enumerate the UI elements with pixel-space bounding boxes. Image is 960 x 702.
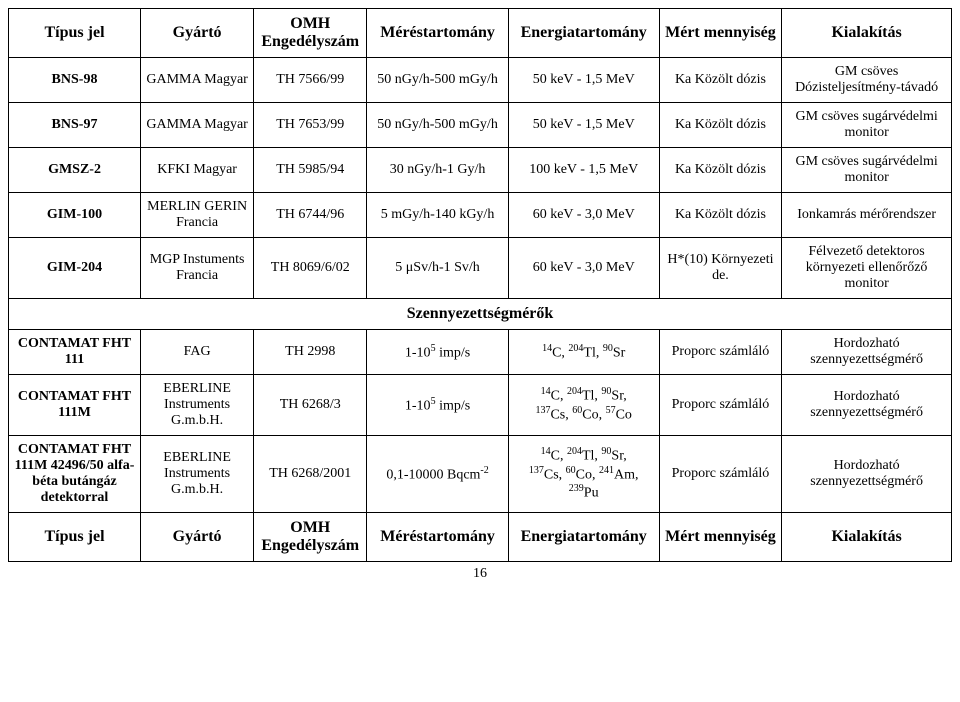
cell-qty: Ka Közölt dózis: [659, 193, 782, 238]
cell-range: 30 nGy/h-1 Gy/h: [367, 148, 508, 193]
cell-maker: EBERLINE Instruments G.m.b.H.: [141, 436, 254, 513]
cell-qty: Ka Közölt dózis: [659, 148, 782, 193]
table-row: BNS-97GAMMA MagyarTH 7653/9950 nGy/h-500…: [9, 103, 952, 148]
cell-type: BNS-98: [9, 58, 141, 103]
cell-range: 5 mGy/h-140 kGy/h: [367, 193, 508, 238]
th-maker-b: Gyártó: [141, 513, 254, 562]
cell-license: TH 6268/2001: [254, 436, 367, 513]
table-row: GIM-100MERLIN GERIN FranciaTH 6744/965 m…: [9, 193, 952, 238]
section-heading: Szennyezettségmérők: [9, 299, 952, 330]
th-maker: Gyártó: [141, 9, 254, 58]
cell-license: TH 6744/96: [254, 193, 367, 238]
cell-type: GIM-100: [9, 193, 141, 238]
data-table: Típus jel Gyártó OMH Engedélyszám Mérést…: [8, 8, 952, 562]
cell-type: CONTAMAT FHT 111: [9, 330, 141, 375]
cell-maker: FAG: [141, 330, 254, 375]
cell-qty: Proporc számláló: [659, 330, 782, 375]
cell-type: CONTAMAT FHT 111M: [9, 375, 141, 436]
cell-license: TH 7566/99: [254, 58, 367, 103]
cell-type: GMSZ-2: [9, 148, 141, 193]
cell-range: 1-105 imp/s: [367, 330, 508, 375]
cell-design: Hordozható szennyezettségmérő: [782, 436, 952, 513]
th-qty: Mért mennyiség: [659, 9, 782, 58]
th-design: Kialakítás: [782, 9, 952, 58]
cell-design: Hordozható szennyezettségmérő: [782, 330, 952, 375]
th-type: Típus jel: [9, 9, 141, 58]
cell-maker: MERLIN GERIN Francia: [141, 193, 254, 238]
cell-license: TH 2998: [254, 330, 367, 375]
cell-design: GM csöves Dózisteljesítmény-távadó: [782, 58, 952, 103]
th-license: OMH Engedélyszám: [254, 9, 367, 58]
cell-energy: 14C, 204Tl, 90Sr,137Cs, 60Co, 57Co: [508, 375, 659, 436]
th-energy-range-b: Energiatartomány: [508, 513, 659, 562]
table-row: CONTAMAT FHT 111FAGTH 29981-105 imp/s14C…: [9, 330, 952, 375]
cell-energy: 50 keV - 1,5 MeV: [508, 58, 659, 103]
cell-license: TH 7653/99: [254, 103, 367, 148]
cell-energy: 50 keV - 1,5 MeV: [508, 103, 659, 148]
cell-maker: MGP Instuments Francia: [141, 238, 254, 299]
table-row: BNS-98GAMMA MagyarTH 7566/9950 nGy/h-500…: [9, 58, 952, 103]
table-row: CONTAMAT FHT 111MEBERLINE Instruments G.…: [9, 375, 952, 436]
th-energy-range: Energiatartomány: [508, 9, 659, 58]
cell-qty: Ka Közölt dózis: [659, 58, 782, 103]
cell-license: TH 8069/6/02: [254, 238, 367, 299]
cell-design: Félvezető detektoros környezeti ellenőrő…: [782, 238, 952, 299]
table-body-section: CONTAMAT FHT 111FAGTH 29981-105 imp/s14C…: [9, 330, 952, 513]
cell-range: 50 nGy/h-500 mGy/h: [367, 103, 508, 148]
cell-qty: Proporc számláló: [659, 436, 782, 513]
cell-design: Ionkamrás mérőrendszer: [782, 193, 952, 238]
table-header-bottom: Típus jel Gyártó OMH Engedélyszám Mérést…: [9, 513, 952, 562]
cell-range: 5 μSv/h-1 Sv/h: [367, 238, 508, 299]
cell-maker: GAMMA Magyar: [141, 58, 254, 103]
th-license-b: OMH Engedélyszám: [254, 513, 367, 562]
th-type-b: Típus jel: [9, 513, 141, 562]
cell-maker: GAMMA Magyar: [141, 103, 254, 148]
cell-qty: Ka Közölt dózis: [659, 103, 782, 148]
cell-range: 0,1-10000 Bqcm-2: [367, 436, 508, 513]
table-row: CONTAMAT FHT 111M 42496/50 alfa-béta but…: [9, 436, 952, 513]
th-design-b: Kialakítás: [782, 513, 952, 562]
cell-design: GM csöves sugárvédelmi monitor: [782, 103, 952, 148]
cell-type: BNS-97: [9, 103, 141, 148]
cell-energy: 60 keV - 3,0 MeV: [508, 238, 659, 299]
table-header-top: Típus jel Gyártó OMH Engedélyszám Mérést…: [9, 9, 952, 58]
cell-maker: EBERLINE Instruments G.m.b.H.: [141, 375, 254, 436]
cell-qty: H*(10) Környezeti de.: [659, 238, 782, 299]
table-body-main: BNS-98GAMMA MagyarTH 7566/9950 nGy/h-500…: [9, 58, 952, 299]
cell-energy: 100 keV - 1,5 MeV: [508, 148, 659, 193]
cell-license: TH 5985/94: [254, 148, 367, 193]
cell-design: Hordozható szennyezettségmérő: [782, 375, 952, 436]
cell-license: TH 6268/3: [254, 375, 367, 436]
cell-energy: 60 keV - 3,0 MeV: [508, 193, 659, 238]
th-meas-range: Méréstartomány: [367, 9, 508, 58]
cell-qty: Proporc számláló: [659, 375, 782, 436]
cell-range: 1-105 imp/s: [367, 375, 508, 436]
cell-type: GIM-204: [9, 238, 141, 299]
cell-design: GM csöves sugárvédelmi monitor: [782, 148, 952, 193]
cell-range: 50 nGy/h-500 mGy/h: [367, 58, 508, 103]
cell-type: CONTAMAT FHT 111M 42496/50 alfa-béta but…: [9, 436, 141, 513]
th-meas-range-b: Méréstartomány: [367, 513, 508, 562]
cell-maker: KFKI Magyar: [141, 148, 254, 193]
table-row: GMSZ-2KFKI MagyarTH 5985/9430 nGy/h-1 Gy…: [9, 148, 952, 193]
page-number: 16: [8, 566, 952, 582]
th-qty-b: Mért mennyiség: [659, 513, 782, 562]
cell-energy: 14C, 204Tl, 90Sr,137Cs, 60Co, 241Am, 239…: [508, 436, 659, 513]
cell-energy: 14C, 204Tl, 90Sr: [508, 330, 659, 375]
table-row: GIM-204MGP Instuments FranciaTH 8069/6/0…: [9, 238, 952, 299]
